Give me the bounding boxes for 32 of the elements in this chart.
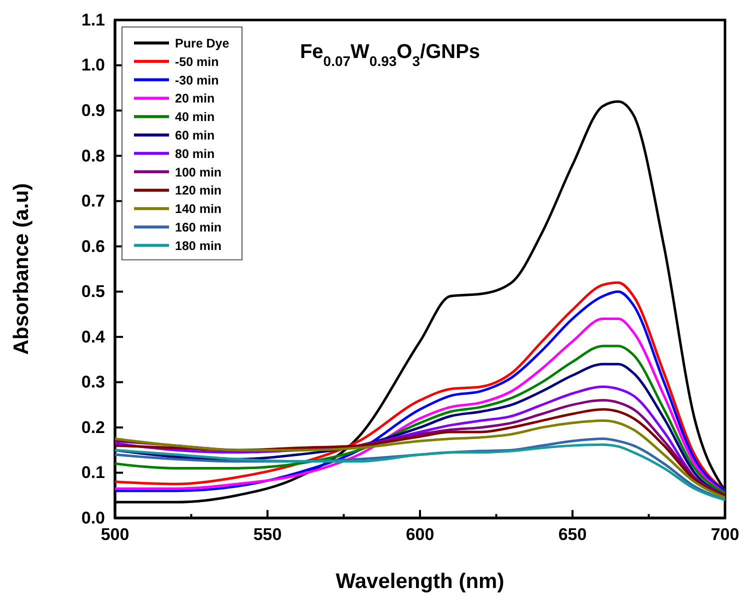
legend-label: -50 min — [175, 54, 219, 69]
legend-label: -30 min — [175, 73, 219, 88]
y-tick-label: 0.5 — [81, 282, 105, 302]
x-tick-label: 650 — [558, 525, 587, 544]
legend-label: Pure Dye — [175, 36, 230, 50]
legend-label: 40 min — [175, 110, 215, 124]
legend-label: 120 min — [175, 184, 222, 198]
x-tick-label: 500 — [100, 525, 130, 544]
y-tick-label: 1.0 — [81, 56, 105, 75]
y-tick-label: 0.1 — [81, 463, 105, 482]
legend-label: 80 min — [175, 146, 215, 161]
y-tick-label: 0.8 — [81, 146, 105, 166]
x-tick-label: 700 — [710, 525, 740, 544]
y-tick-label: 1.1 — [81, 10, 105, 30]
legend-label: 20 min — [175, 92, 215, 106]
y-tick-label: 0.4 — [81, 327, 106, 346]
x-tick-label: 550 — [253, 525, 282, 544]
y-tick-label: 0.7 — [81, 192, 105, 211]
legend-label: 180 min — [175, 238, 222, 253]
y-axis-title: Absorbance (a.u) — [10, 183, 33, 355]
x-tick-label: 600 — [406, 525, 434, 544]
legend-label: 60 min — [175, 128, 215, 142]
y-tick-label: 0.6 — [81, 236, 105, 256]
legend-label: 160 min — [175, 220, 222, 234]
legend-label: 100 min — [175, 165, 222, 180]
legend-label: 140 min — [175, 202, 222, 216]
y-tick-label: 0.2 — [81, 418, 105, 437]
y-tick-label: 0.0 — [81, 508, 105, 528]
text: Fe$_{0.07}$W$_{0.93}$O$_{3}$/GNPs — [300, 41, 480, 69]
y-tick-label: 0.9 — [81, 100, 105, 120]
y-tick-label: 0.3 — [81, 372, 105, 392]
x-axis-title: Wavelength (nm) — [336, 570, 504, 593]
